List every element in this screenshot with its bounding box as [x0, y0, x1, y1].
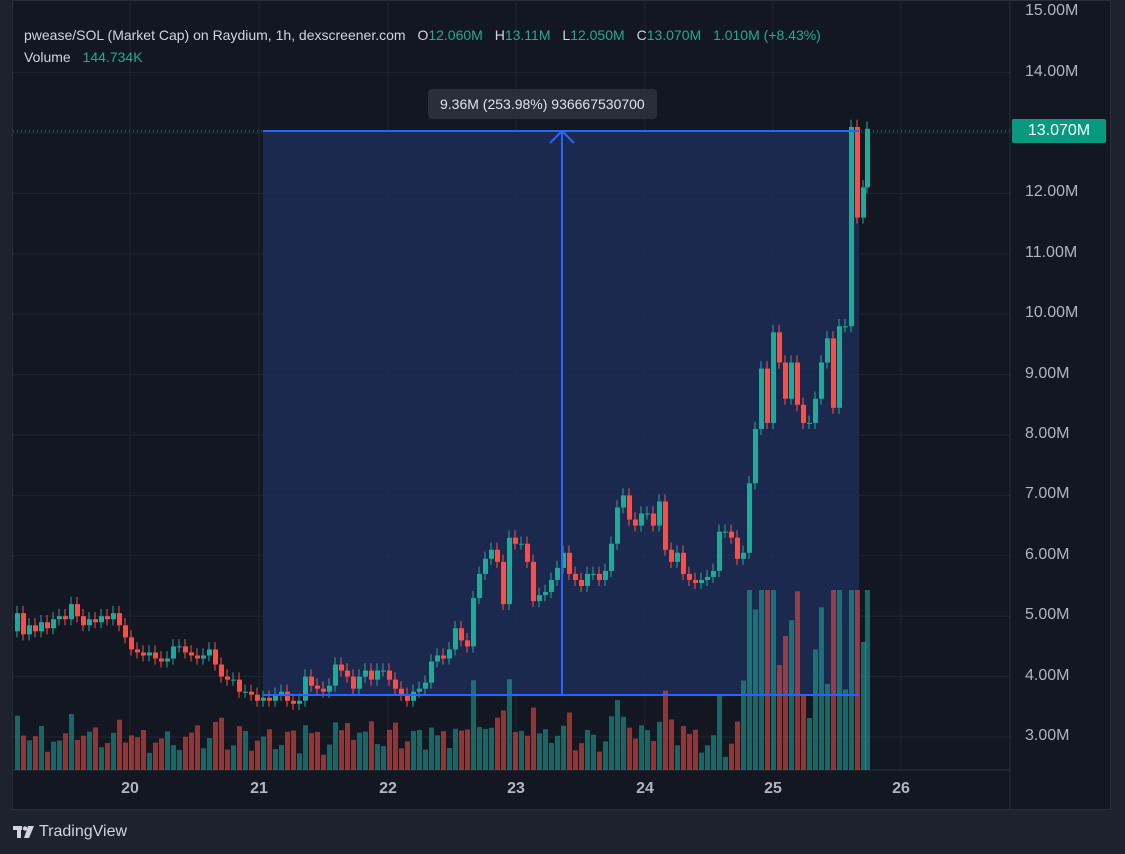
symbol-title: pwease/SOL (Market Cap) on Raydium, 1h, …	[24, 27, 406, 43]
volume-row: Volume 144.734K	[24, 46, 821, 68]
price-axis-label: 11.00M	[1025, 243, 1078, 261]
time-axis-label: 26	[892, 780, 910, 797]
high-label: H	[494, 27, 505, 43]
time-axis-label: 20	[121, 780, 139, 797]
ohlc-row: pwease/SOL (Market Cap) on Raydium, 1h, …	[24, 24, 821, 46]
price-axis-label: 6.00M	[1025, 545, 1070, 563]
price-axis-label: 4.00M	[1025, 666, 1070, 684]
close-label: C	[636, 27, 647, 43]
open-label: O	[417, 27, 429, 43]
current-price-tag: 13.070M	[1012, 119, 1106, 143]
price-axis-label: 14.00M	[1025, 62, 1079, 80]
price-axis-label: 9.00M	[1025, 364, 1070, 382]
low-value: 12.050M	[570, 27, 625, 43]
high-value: 13.11M	[504, 27, 551, 43]
time-axis-label: 25	[764, 780, 782, 797]
chart-legend: pwease/SOL (Market Cap) on Raydium, 1h, …	[24, 24, 821, 68]
change-value: 1.010M (+8.43%)	[713, 27, 821, 43]
price-axis-label: 15.00M	[1025, 2, 1079, 20]
volume-label: Volume	[24, 49, 71, 65]
volume-value: 144.734K	[82, 49, 143, 65]
tradingview-logo[interactable]: TradingView	[13, 823, 127, 841]
price-axis-label: 5.00M	[1025, 606, 1070, 624]
measure-tooltip: 9.36M (253.98%) 936667530700	[428, 89, 657, 119]
low-label: L	[562, 27, 571, 43]
time-axis-label: 23	[507, 780, 525, 797]
price-axis-label: 7.00M	[1025, 485, 1070, 503]
tradingview-icon	[13, 826, 34, 838]
price-axis-label: 3.00M	[1025, 727, 1070, 744]
time-axis-label: 24	[636, 780, 654, 797]
time-axis-label: 22	[379, 780, 397, 797]
close-value: 13.070M	[646, 27, 702, 43]
price-axis-label: 10.00M	[1025, 304, 1079, 322]
price-axis-label: 8.00M	[1025, 425, 1070, 442]
tradingview-text: TradingView	[39, 823, 128, 840]
time-axis-label: 21	[250, 780, 268, 797]
open-value: 12.060M	[428, 27, 483, 43]
price-axis-label: 12.00M	[1025, 183, 1079, 201]
